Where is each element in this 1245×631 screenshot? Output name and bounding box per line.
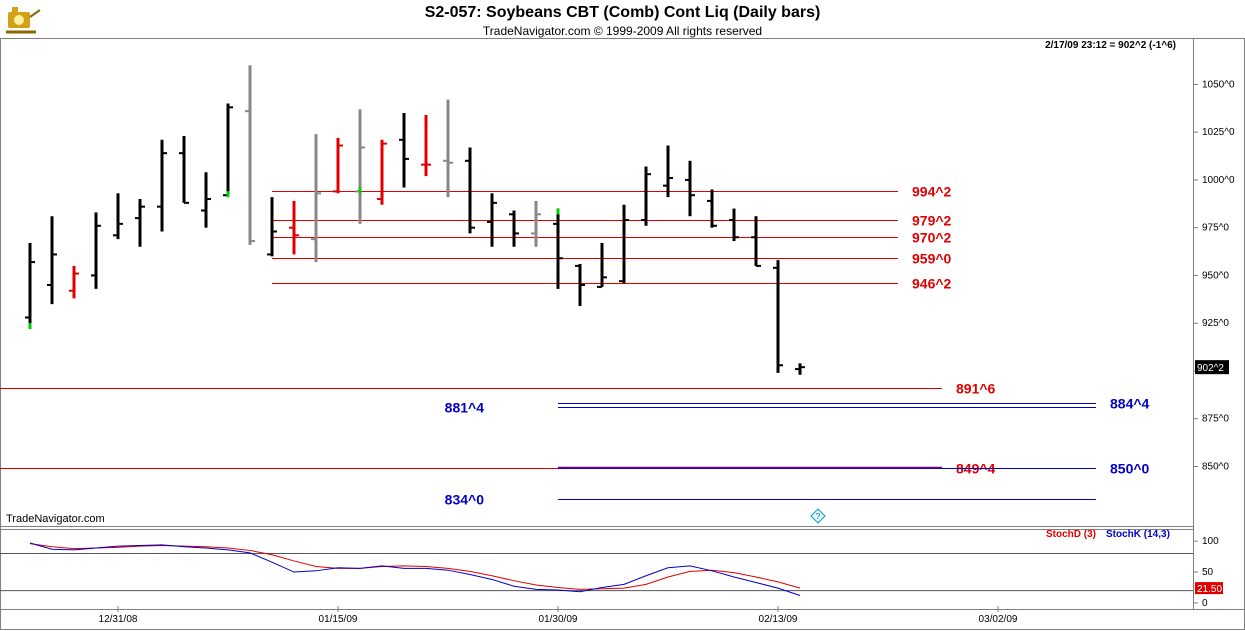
level-label: 884^4 [1110,396,1150,412]
level-label: 979^2 [912,213,952,229]
price-tick-label: 875^0 [1202,414,1229,425]
time-tick-label: 12/31/08 [99,614,138,625]
svg-text:?: ? [816,512,821,521]
diamond-marker-icon: ? [810,508,826,524]
stoch-tick-label: 0 [1202,598,1208,609]
watermark-text: TradeNavigator.com [6,513,105,525]
tradenavigator-logo-icon [2,2,42,38]
chart-subtitle: TradeNavigator.com © 1999-2009 All right… [482,24,763,38]
level-label: 881^4 [445,400,485,416]
price-tick-label: 975^0 [1202,223,1229,234]
level-label: 850^0 [1110,461,1150,477]
time-tick-label: 02/13/09 [759,614,798,625]
level-label: 959^0 [912,251,952,267]
price-tick-label: 850^0 [1202,462,1229,473]
level-label: 834^0 [445,492,485,508]
stoch-last-box [1195,582,1223,595]
price-tick-label: 1000^0 [1202,175,1235,186]
price-tick-label: 950^0 [1202,270,1229,281]
stoch-legend-k: StochK (14,3) [1106,529,1170,540]
stoch-legend-d: StochD (3) [1046,529,1096,540]
last-price-label: 902^2 [1197,363,1224,374]
stoch-last-label: 21.50 [1197,584,1222,595]
price-tick-label: 925^0 [1202,318,1229,329]
level-label: 994^2 [912,184,952,200]
stoch-series-line [29,543,801,590]
price-readout: 2/17/09 23:12 = 902^2 (-1^6) [1045,40,1176,51]
time-tick-label: 01/30/09 [539,614,578,625]
chart-frame [0,38,1245,630]
price-tick-label: 1025^0 [1202,127,1235,138]
level-label: 970^2 [912,230,952,246]
last-price-box [1195,360,1229,375]
stoch-tick-label: 100 [1202,536,1219,547]
level-label: 946^2 [912,276,952,292]
stoch-tick-label: 50 [1202,567,1214,578]
chart-title: S2-057: Soybeans CBT (Comb) Cont Liq (Da… [424,4,821,21]
price-tick-label: 1050^0 [1202,79,1235,90]
time-tick-label: 03/02/09 [979,614,1018,625]
time-tick-label: 01/15/09 [319,614,358,625]
stoch-series-line [29,542,801,596]
level-label: 891^6 [956,381,996,397]
